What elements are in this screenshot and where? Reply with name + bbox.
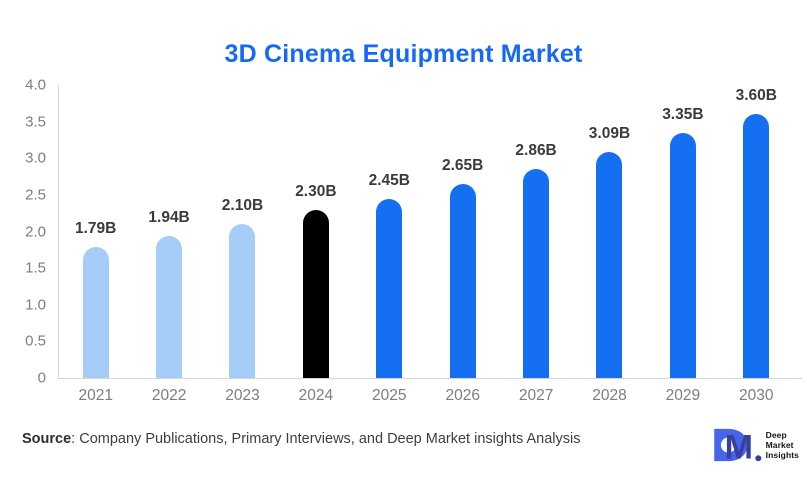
bar-column-2021: 1.79B 2021 (59, 85, 132, 404)
bar-2023 (229, 224, 256, 378)
value-label: 3.60B (735, 87, 777, 104)
bar-column-2028: 3.09B 2028 (573, 85, 646, 404)
value-label: 3.35B (662, 106, 704, 123)
plot-area: 1.79B 2021 1.94B 2022 2.10B 2023 2.30B 2024 2.45… (58, 85, 793, 404)
value-label: 2.30B (295, 183, 337, 200)
y-tick-label: 4.0 (25, 76, 46, 94)
x-tick-label: 2025 (372, 387, 407, 404)
logo-wordmark: Deep Market Insights (766, 430, 799, 460)
bar-2029 (669, 133, 696, 378)
value-label: 2.10B (221, 197, 264, 214)
bar-column-2027: 2.86B 2027 (499, 85, 572, 404)
brand-logo: M Deep Market Insights (712, 427, 799, 463)
logo-line-2: Market (765, 439, 794, 450)
y-tick-label: 0 (37, 369, 46, 387)
bar-column-2026: 2.65B 2026 (426, 85, 499, 404)
y-tick-label: 1.5 (25, 259, 46, 277)
y-tick-label: 3.5 (25, 113, 46, 131)
bar-2030 (743, 114, 770, 378)
value-label: 2.86B (515, 142, 557, 159)
y-axis: 4.0 3.5 3.0 2.5 2.0 1.5 1.0 0.5 0 (0, 77, 46, 387)
bar-column-2022: 1.94B 2022 (132, 85, 205, 404)
x-axis-line (58, 378, 802, 379)
value-label: 1.94B (148, 209, 190, 226)
y-tick-label: 3.0 (25, 149, 46, 167)
x-tick-label: 2023 (225, 387, 260, 404)
x-tick-label: 2024 (298, 387, 334, 404)
source-label: Source (22, 431, 72, 447)
x-tick-label: 2021 (78, 387, 113, 404)
x-tick-label: 2026 (445, 387, 480, 404)
chart-title: 3D Cinema Equipment Market (224, 40, 583, 68)
logo-line-3: Insights (765, 450, 799, 460)
bar-2027 (523, 169, 550, 378)
value-label: 2.45B (368, 172, 410, 189)
dm-monogram-icon: M (713, 428, 761, 463)
bar-column-2029: 3.35B 2029 (646, 85, 719, 404)
bar-2021 (82, 247, 109, 378)
y-tick-label: 0.5 (25, 332, 46, 350)
bar-2024 (302, 210, 329, 378)
bar-column-2025: 2.45B 2025 (353, 85, 426, 404)
bar-2025 (376, 199, 403, 378)
y-tick-label: 1.0 (25, 296, 46, 314)
y-tick-label: 2.0 (25, 223, 46, 240)
x-tick-label: 2029 (665, 387, 701, 404)
bar-2026 (449, 184, 476, 378)
x-tick-label: 2022 (151, 387, 187, 404)
y-tick-label: 2.5 (25, 186, 46, 204)
x-tick-label: 2027 (518, 387, 554, 404)
bar-column-2030: 3.60B 2030 (720, 85, 793, 404)
value-label: 1.79B (75, 220, 117, 237)
source-text: : Company Publications, Primary Intervie… (71, 431, 581, 447)
logo-line-1: Deep (765, 429, 787, 440)
value-label: 3.09B (588, 125, 631, 142)
bar-2022 (156, 236, 183, 378)
bar-column-2023: 2.10B 2023 (206, 85, 279, 404)
svg-text:M: M (724, 428, 752, 463)
bar-2028 (596, 152, 623, 378)
source-note: Source: Company Publications, Primary In… (22, 431, 581, 447)
value-label: 2.65B (442, 157, 484, 174)
bar-column-2024: 2.30B 2024 (279, 85, 352, 404)
x-tick-label: 2030 (739, 387, 774, 404)
x-tick-label: 2028 (592, 387, 627, 404)
